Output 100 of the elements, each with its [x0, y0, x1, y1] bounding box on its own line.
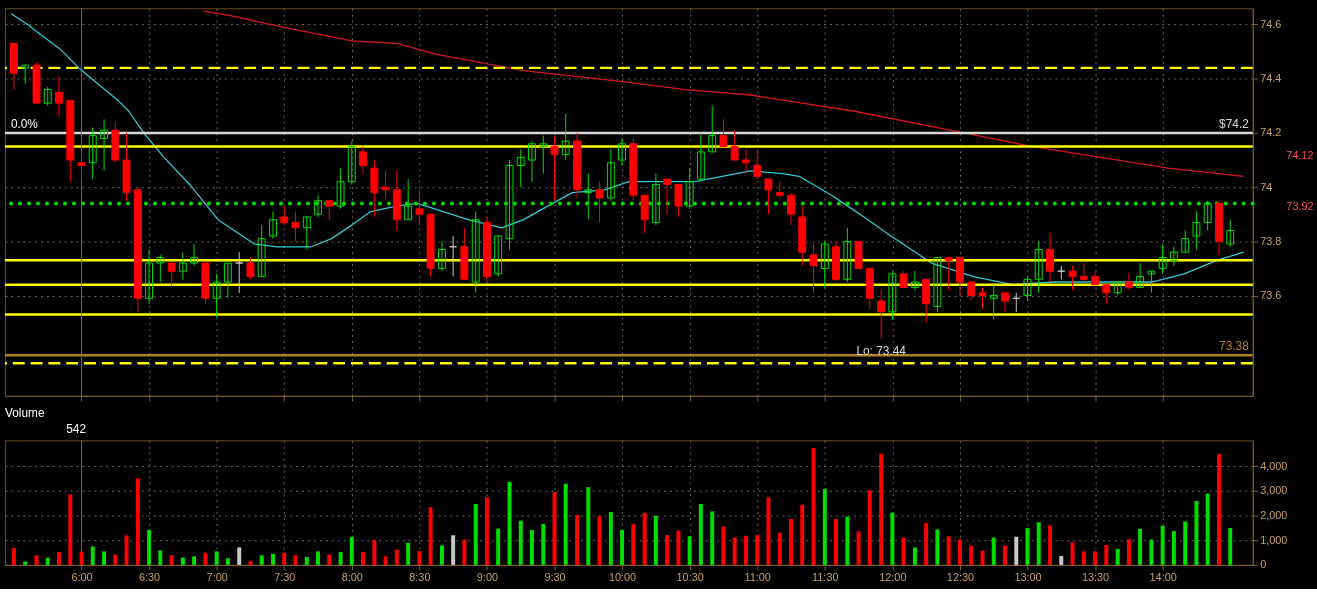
bar — [946, 536, 951, 565]
bar — [1104, 544, 1109, 565]
candlestick — [606, 148, 615, 202]
candlestick — [1158, 243, 1167, 275]
bar — [608, 512, 613, 565]
bar — [372, 540, 377, 565]
candlestick — [663, 178, 672, 215]
bar — [1093, 551, 1098, 565]
candlestick — [156, 254, 165, 283]
bar — [935, 529, 940, 565]
x-tick-label: 9:30 — [544, 571, 566, 584]
bar — [1194, 501, 1199, 565]
candlestick — [437, 240, 446, 272]
bar — [789, 519, 793, 565]
bar — [484, 497, 489, 565]
candlestick — [1192, 211, 1201, 250]
candlestick — [561, 113, 570, 161]
bar — [924, 522, 929, 565]
bar — [856, 531, 861, 565]
y-tick-label: 4,000 — [1260, 459, 1288, 472]
y-tick-label: 73.8 — [1260, 234, 1282, 247]
bar — [541, 523, 546, 565]
bar — [496, 528, 501, 565]
bar — [316, 551, 320, 565]
bar — [113, 554, 118, 565]
ref-line-label: $74.2 — [1219, 116, 1249, 131]
bar — [304, 557, 309, 565]
candlestick — [88, 127, 97, 180]
bar — [406, 542, 411, 565]
x-tick-label: 11:30 — [812, 571, 839, 584]
bar — [867, 490, 872, 565]
bar — [653, 515, 658, 565]
text: 542 — [66, 422, 87, 437]
bar — [473, 503, 478, 565]
bar — [1217, 454, 1221, 565]
bar — [1183, 521, 1188, 565]
bar — [969, 545, 974, 565]
y-tick-label: 0 — [1260, 558, 1267, 571]
y-tick-label: 2,000 — [1260, 509, 1288, 522]
ref-line-label: 73.38 — [1219, 339, 1250, 354]
bar — [755, 535, 760, 565]
annotation: 0.0% — [10, 116, 39, 131]
candlestick — [742, 148, 750, 175]
bar — [518, 520, 523, 565]
text: 73.92 — [1286, 199, 1314, 212]
candlestick — [1068, 265, 1077, 291]
y-tick-label: 73.6 — [1260, 289, 1282, 302]
bar — [1149, 539, 1154, 565]
candlestick — [280, 205, 289, 226]
candlestick — [1181, 230, 1190, 253]
bar — [225, 558, 230, 565]
candlestick — [1147, 270, 1156, 294]
candlestick — [1124, 273, 1133, 291]
candlestick — [381, 170, 390, 199]
bar — [845, 516, 850, 565]
candlestick — [527, 140, 536, 183]
y-tick-label: 74 — [1260, 180, 1273, 193]
candlestick — [235, 251, 244, 294]
bar — [642, 512, 647, 565]
bar — [1002, 545, 1007, 565]
candlestick — [516, 148, 525, 188]
bar — [991, 537, 996, 565]
bar — [271, 553, 275, 565]
x-tick-label: 10:30 — [676, 571, 704, 584]
bar — [732, 537, 737, 565]
candlestick — [550, 135, 559, 202]
candlestick — [753, 148, 762, 180]
bar — [158, 550, 163, 565]
bar — [327, 554, 332, 565]
candlestick — [989, 284, 998, 321]
bar — [11, 547, 16, 565]
x-tick-label: 6:30 — [139, 571, 161, 584]
candlestick — [1102, 284, 1111, 305]
bar — [349, 537, 354, 565]
candlestick — [190, 243, 199, 267]
bar — [811, 447, 816, 565]
bar — [192, 556, 197, 565]
bar — [23, 561, 28, 565]
candlestick — [978, 286, 987, 310]
candlestick — [539, 135, 548, 175]
candlestick — [820, 240, 829, 288]
bar — [169, 555, 174, 565]
candlestick — [415, 189, 424, 226]
bar — [631, 523, 636, 565]
bar — [665, 535, 670, 565]
chart-title: Volume — [4, 405, 45, 420]
bar — [777, 532, 782, 565]
x-tick-label: 11:00 — [744, 571, 771, 584]
candlestick — [21, 64, 30, 85]
bar — [248, 560, 253, 565]
bar — [383, 556, 388, 565]
x-tick-label: 12:00 — [879, 571, 907, 584]
bar — [237, 547, 242, 565]
bar — [800, 504, 805, 565]
candlestick — [257, 224, 266, 278]
candlestick — [178, 251, 187, 280]
bar — [1126, 539, 1131, 565]
candlestick — [764, 178, 773, 215]
candlestick — [674, 183, 683, 218]
bar — [90, 546, 95, 565]
